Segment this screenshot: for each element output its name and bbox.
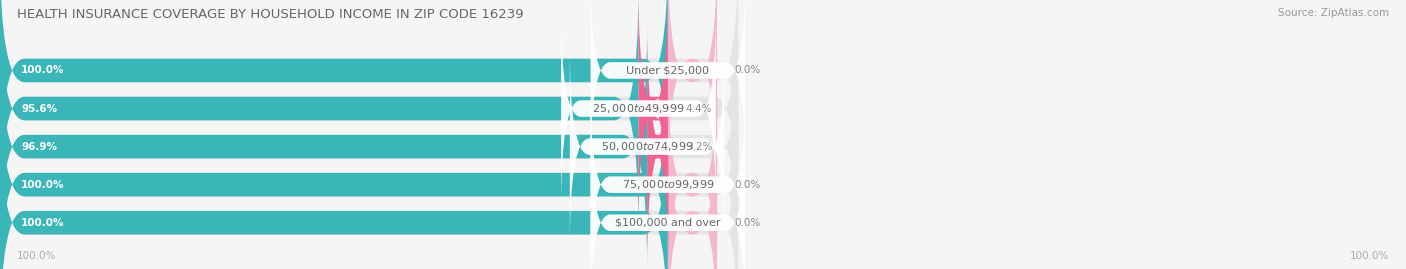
FancyBboxPatch shape [0,0,638,230]
FancyBboxPatch shape [569,48,724,245]
FancyBboxPatch shape [0,25,738,268]
Text: 100.0%: 100.0% [1350,251,1389,261]
FancyBboxPatch shape [561,10,716,207]
Text: 95.6%: 95.6% [21,104,58,114]
Text: 100.0%: 100.0% [21,218,65,228]
FancyBboxPatch shape [0,0,668,192]
Text: $50,000 to $74,999: $50,000 to $74,999 [600,140,693,153]
FancyBboxPatch shape [668,101,717,269]
Text: 100.0%: 100.0% [17,251,56,261]
Text: $75,000 to $99,999: $75,000 to $99,999 [621,178,714,191]
FancyBboxPatch shape [0,101,668,269]
Text: $25,000 to $49,999: $25,000 to $49,999 [592,102,685,115]
FancyBboxPatch shape [0,0,738,192]
FancyBboxPatch shape [668,63,717,269]
FancyBboxPatch shape [591,86,745,269]
Text: Source: ZipAtlas.com: Source: ZipAtlas.com [1278,8,1389,18]
FancyBboxPatch shape [0,101,738,269]
FancyBboxPatch shape [668,0,717,192]
FancyBboxPatch shape [0,63,668,269]
Text: 0.0%: 0.0% [734,218,761,228]
Text: 0.0%: 0.0% [734,180,761,190]
Text: $100,000 and over: $100,000 and over [614,218,721,228]
Text: 4.4%: 4.4% [686,104,711,114]
FancyBboxPatch shape [591,125,745,269]
Text: 100.0%: 100.0% [21,180,65,190]
Text: 96.9%: 96.9% [21,141,58,152]
Text: 3.2%: 3.2% [686,141,713,152]
Text: 0.0%: 0.0% [734,65,761,76]
FancyBboxPatch shape [638,0,668,230]
FancyBboxPatch shape [591,0,745,169]
Text: 100.0%: 100.0% [21,65,65,76]
Text: HEALTH INSURANCE COVERAGE BY HOUSEHOLD INCOME IN ZIP CODE 16239: HEALTH INSURANCE COVERAGE BY HOUSEHOLD I… [17,8,523,21]
FancyBboxPatch shape [0,25,647,268]
FancyBboxPatch shape [0,63,738,269]
Text: Under $25,000: Under $25,000 [626,65,710,76]
FancyBboxPatch shape [0,0,738,230]
FancyBboxPatch shape [644,25,672,268]
